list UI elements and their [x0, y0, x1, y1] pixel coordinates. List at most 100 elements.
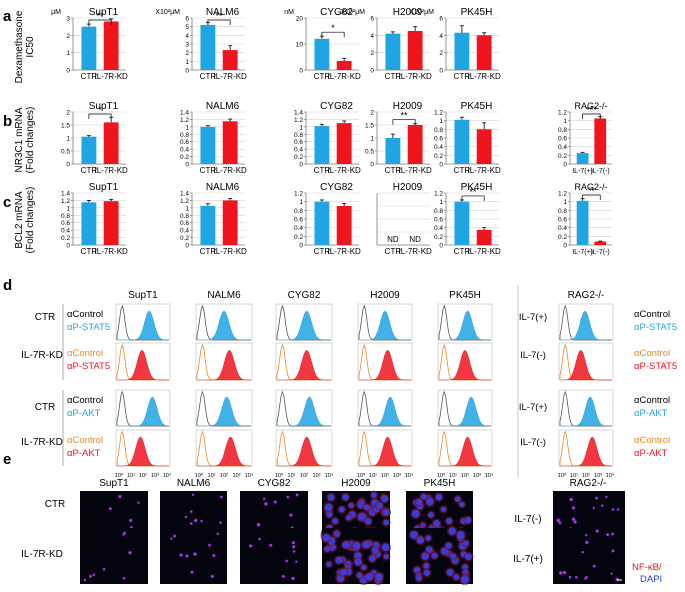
- chart-title: PK45H: [461, 7, 493, 18]
- nd-label: ND: [387, 235, 399, 244]
- flow-title: CYG82: [288, 290, 321, 301]
- nucleus: [121, 533, 125, 537]
- y-tick-label: 3: [185, 42, 189, 49]
- bar-CTR: [81, 136, 97, 164]
- nucleus: [376, 502, 383, 509]
- bar-IL-7(+): [576, 153, 589, 164]
- y-tick-label: 0.2: [180, 154, 189, 161]
- x-category-label: IL-7R-KD: [467, 166, 501, 175]
- bar-CTR: [314, 126, 330, 164]
- nucleus: [348, 502, 354, 509]
- y-tick-label: 0.6: [61, 220, 70, 227]
- bar-IL-7R-KD: [336, 206, 352, 245]
- y-tick-label: 0.5: [61, 149, 70, 156]
- bar-IL-7R-KD: [103, 201, 119, 245]
- y-tick-label: 0.2: [434, 153, 443, 160]
- flow-x-tick: 10¹: [369, 473, 377, 479]
- flow-frame: [115, 389, 171, 427]
- bar-CTR: [81, 202, 97, 245]
- flow-x-tick: 10¹: [208, 473, 216, 479]
- nucleus: [324, 503, 333, 512]
- flow-rag-group-label: IL-7(+): [519, 312, 547, 323]
- flow-x-tick: 10³: [594, 473, 602, 479]
- y-tick-label: 1.4: [294, 110, 303, 117]
- x-category-label: CTR: [200, 166, 217, 175]
- nucleus: [136, 501, 140, 505]
- significance-bracket: [461, 195, 485, 201]
- flow-rag-control-label: αControl: [634, 348, 670, 359]
- nucleus: [375, 572, 383, 581]
- significance-label: *: [331, 23, 335, 33]
- x-category-label: IL-7(+): [572, 168, 593, 175]
- y-tick-label: 1.2: [294, 117, 303, 124]
- y-tick-label: 5: [185, 24, 189, 31]
- nucleus: [219, 495, 224, 499]
- y-tick-label: 0.6: [434, 136, 443, 143]
- nucleus: [584, 533, 588, 537]
- nucleus: [352, 541, 361, 550]
- y-tick-label: 0.2: [558, 153, 567, 160]
- flow-x-tick: 10³: [393, 473, 401, 479]
- nucleus: [611, 507, 615, 512]
- target-histogram: [277, 396, 331, 427]
- legend-nfkb: NF-κB/: [632, 562, 662, 573]
- micro-title: PK45H: [424, 478, 456, 489]
- nucleus: [193, 518, 198, 523]
- y-tick-label: 0: [66, 243, 70, 250]
- nucleus: [340, 568, 347, 576]
- target-histogram: [117, 310, 169, 341]
- nucleus: [416, 575, 422, 582]
- x-category-label: IL-7R-KD: [398, 72, 432, 81]
- y-tick-label: 0: [66, 162, 70, 169]
- flow-rag-group-label: IL-7(-): [520, 437, 546, 448]
- micro-row-label: IL-7R-KD: [21, 549, 63, 560]
- nucleus: [357, 512, 366, 521]
- flow-x-tick: 10⁴: [485, 472, 494, 479]
- bar-IL-7R-KD: [476, 129, 492, 164]
- nucleus: [335, 556, 343, 564]
- flow-x-tick: 10³: [313, 473, 321, 479]
- x-category-label: IL-7R-KD: [327, 247, 361, 256]
- target-histogram: [560, 436, 612, 467]
- significance-label: **: [216, 11, 224, 21]
- nucleus: [361, 564, 367, 571]
- x-category-label: IL-7R-KD: [327, 166, 361, 175]
- nucleus: [460, 575, 469, 584]
- y-tick-label: 0.4: [434, 225, 443, 232]
- y-tick-label: 0.4: [180, 228, 189, 235]
- nucleus: [562, 570, 567, 575]
- y-tick-label: 1: [66, 136, 70, 143]
- y-tick-label: 1: [185, 205, 189, 212]
- flow-x-tick: 10¹: [449, 473, 457, 479]
- nucleus: [446, 517, 453, 525]
- flow-x-tick: 10²: [139, 473, 147, 479]
- nucleus: [435, 493, 443, 501]
- flow-group-label: IL-7R-KD: [21, 350, 63, 361]
- x-category-label: IL-7R-KD: [213, 72, 247, 81]
- flow-column-NALM6: NALM6 10⁰ 10¹ 10² 10³ 10⁴: [195, 290, 254, 479]
- nucleus: [362, 540, 370, 549]
- x-category-label: CTR: [314, 247, 331, 256]
- y-tick-label: 6: [439, 16, 443, 23]
- x-category-label: IL-7R-KD: [467, 72, 501, 81]
- nucleus: [326, 511, 333, 518]
- nucleus: [191, 493, 195, 497]
- nucleus: [610, 532, 615, 536]
- y-tick-label: 1.2: [434, 110, 443, 117]
- nucleus: [383, 519, 390, 526]
- nucleus: [383, 553, 389, 560]
- nucleus: [594, 496, 599, 501]
- y-tick-label: 0.8: [434, 208, 443, 215]
- y-tick-label: 4: [370, 33, 374, 40]
- x-category-label: IL-7R-KD: [94, 72, 128, 81]
- flow-x-tick: 10⁰: [195, 472, 204, 479]
- nucleus: [248, 543, 253, 549]
- chart-title: CYG82: [320, 182, 353, 193]
- nucleus: [581, 550, 585, 554]
- target-histogram: [277, 436, 331, 467]
- y-tick-label: 0.4: [61, 228, 70, 235]
- target-histogram: [359, 396, 411, 427]
